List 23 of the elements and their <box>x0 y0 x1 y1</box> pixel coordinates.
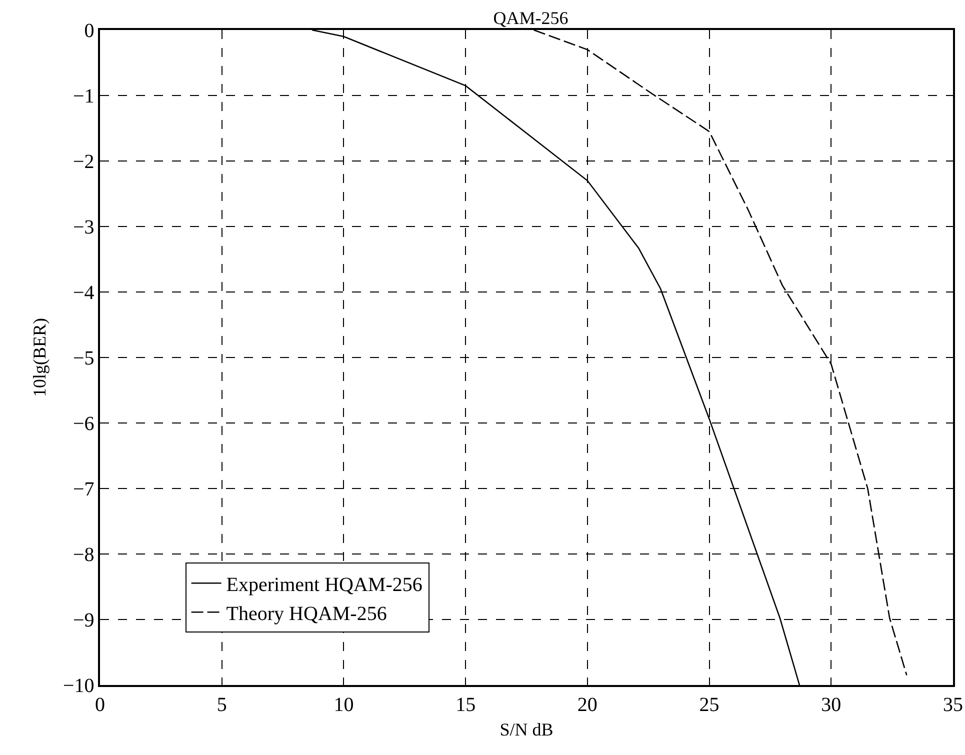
y-tick-label: −3 <box>72 216 94 238</box>
y-tick-label: −2 <box>72 151 94 173</box>
y-tick-label: −6 <box>72 413 94 435</box>
y-tick-label: −1 <box>72 86 94 108</box>
y-tick-label: −8 <box>72 544 94 566</box>
x-tick-label: 10 <box>334 694 354 716</box>
y-tick-label: −4 <box>72 282 94 304</box>
x-tick-label: 25 <box>699 694 720 716</box>
x-tick-label: 20 <box>577 694 598 716</box>
y-axis-title: 10lg(BER) <box>30 318 50 397</box>
y-tick-label: −7 <box>72 478 94 500</box>
y-tick-label: −9 <box>72 610 94 632</box>
chart-title: QAM-256 <box>493 8 568 28</box>
x-tick-label: 15 <box>456 694 476 716</box>
x-tick-label: 30 <box>821 694 842 716</box>
x-tick-label: 35 <box>943 694 963 716</box>
y-tick-label: 0 <box>84 20 94 42</box>
y-tick-label: −5 <box>72 348 94 370</box>
legend-label: Experiment HQAM-256 <box>226 574 422 596</box>
y-tick-label: −10 <box>62 675 94 697</box>
legend-label: Theory HQAM-256 <box>226 602 387 625</box>
x-axis-title: S/N dB <box>500 719 554 740</box>
x-tick-label: 5 <box>216 694 227 716</box>
